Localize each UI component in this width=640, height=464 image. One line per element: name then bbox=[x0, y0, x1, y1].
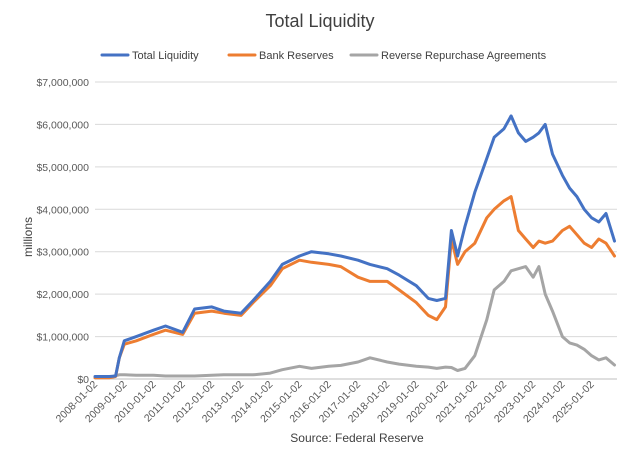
legend-label: Reverse Repurchase Agreements bbox=[381, 50, 547, 62]
chart-title: Total Liquidity bbox=[265, 11, 374, 31]
y-tick-label: $5,000,000 bbox=[36, 162, 89, 174]
legend-item: Bank Reserves bbox=[227, 50, 334, 62]
series-line-bank-reserves bbox=[93, 195, 616, 380]
series-line-reverse-repurchase-agreements bbox=[93, 265, 616, 380]
y-tick-label: $0 bbox=[77, 374, 89, 386]
y-tick-label: $4,000,000 bbox=[36, 204, 89, 216]
y-tick-label: $3,000,000 bbox=[36, 247, 89, 259]
x-axis-ticks: 2008-01-022009-01-022010-01-022011-01-02… bbox=[54, 379, 597, 426]
y-tick-label: $6,000,000 bbox=[36, 119, 89, 131]
y-tick-label: $2,000,000 bbox=[36, 289, 89, 301]
legend-label: Total Liquidity bbox=[132, 50, 199, 62]
series-line-total-liquidity bbox=[93, 114, 616, 378]
y-tick-label: $1,000,000 bbox=[36, 332, 89, 344]
legend-label: Bank Reserves bbox=[259, 50, 334, 62]
gridlines bbox=[95, 81, 617, 338]
x-axis-label: Source: Federal Reserve bbox=[290, 431, 424, 445]
legend-item: Total Liquidity bbox=[100, 50, 199, 62]
y-axis-label: millions bbox=[21, 217, 35, 257]
legend-item: Reverse Repurchase Agreements bbox=[349, 50, 547, 62]
series-lines bbox=[93, 114, 616, 380]
legend: Total Liquidity Bank Reserves Reverse Repu… bbox=[100, 50, 547, 62]
y-axis-ticks: $0 $1,000,000 $2,000,000 $3,000,000 $4,000,0… bbox=[36, 77, 89, 386]
y-tick-label: $7,000,000 bbox=[36, 77, 89, 89]
